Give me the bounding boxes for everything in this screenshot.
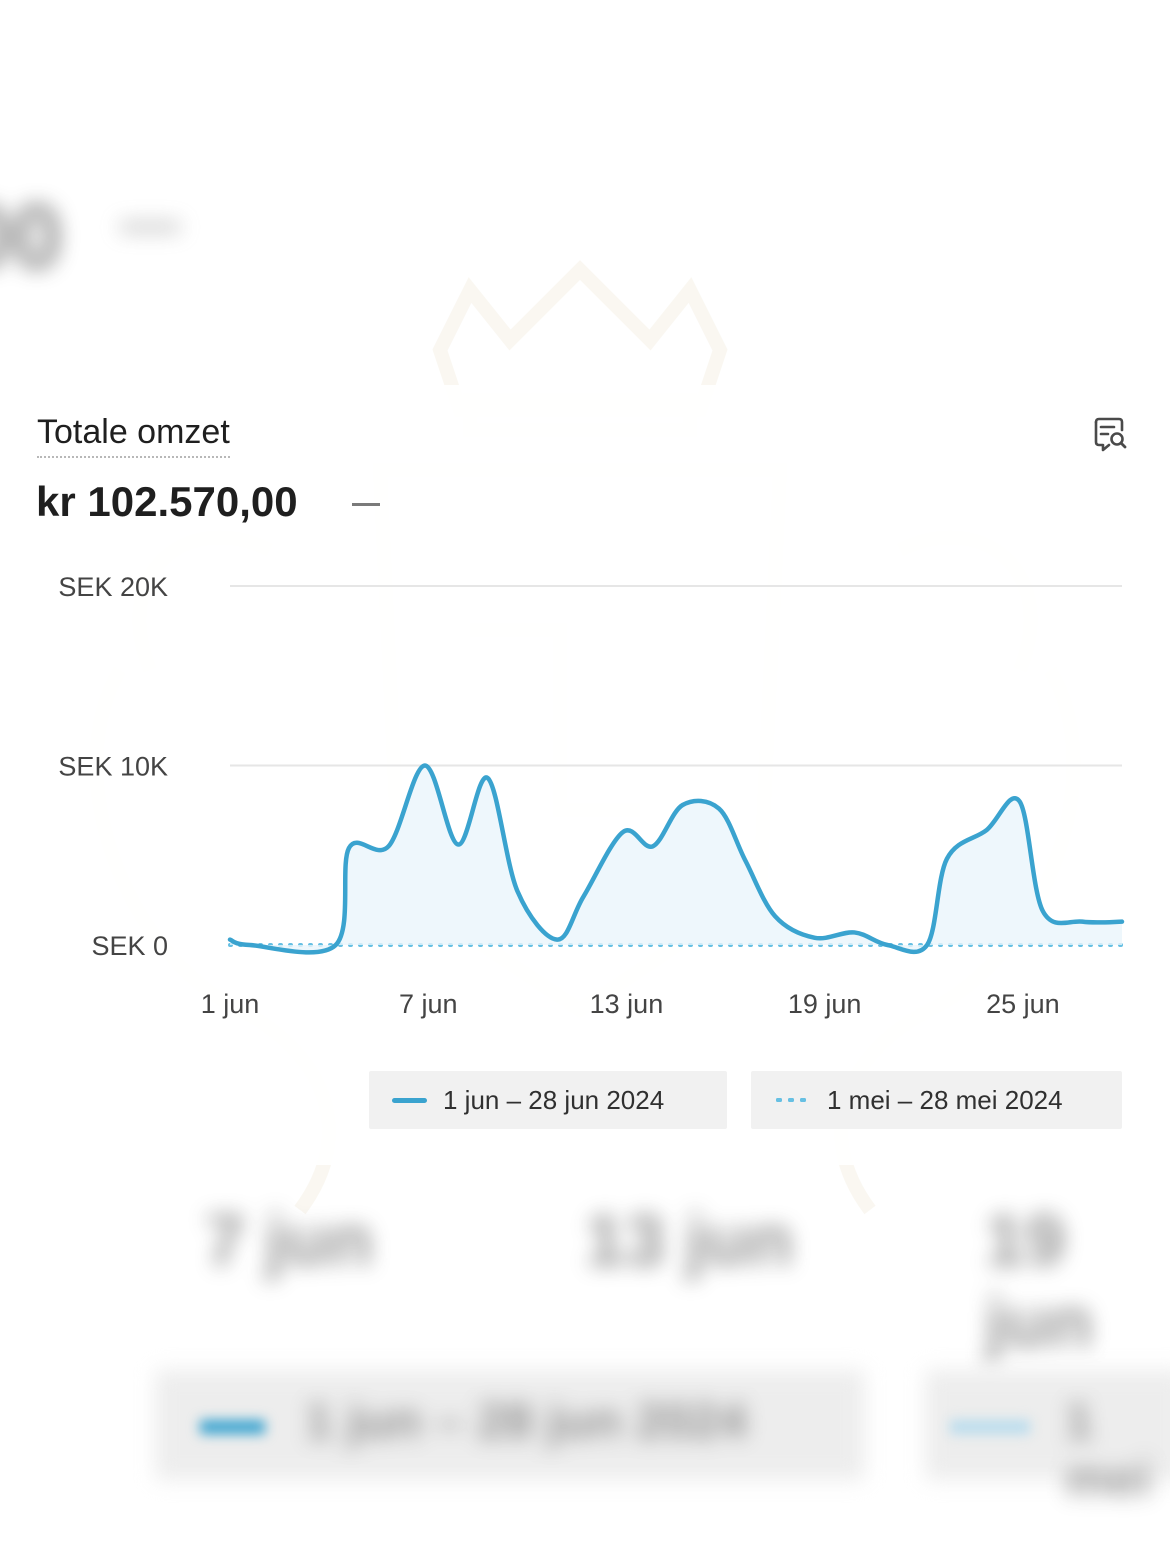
background-amount: 00 xyxy=(0,186,63,288)
x-tick-label: 1 jun xyxy=(201,989,260,1019)
legend-dotted-line-icon xyxy=(773,1098,809,1102)
change-indicator-dash xyxy=(352,503,380,506)
background-x-label: 19 jun xyxy=(985,1201,1093,1363)
explore-data-icon xyxy=(1094,417,1127,452)
background-dash xyxy=(120,222,180,232)
total-amount: kr 102.570,00 xyxy=(36,478,298,525)
legend-current-period[interactable]: 1 jun – 28 jun 2024 xyxy=(369,1071,727,1129)
x-tick-label: 25 jun xyxy=(986,989,1060,1019)
background-legend-swatch xyxy=(200,1420,265,1434)
legend-label-previous: 1 mei – 28 mei 2024 xyxy=(827,1084,1063,1115)
y-tick-label: SEK 10K xyxy=(58,752,168,782)
sales-line-chart: SEK 0 SEK 10K SEK 20K 1 jun 7 jun 13 jun 19 ju… xyxy=(58,572,1125,1019)
legend-previous-period[interactable]: 1 mei – 28 mei 2024 xyxy=(751,1071,1122,1129)
background-legend-box xyxy=(155,1370,865,1480)
background-legend-label: 1 jun – 28 jun 2024 xyxy=(305,1393,747,1449)
background-x-label: 7 jun xyxy=(205,1201,374,1281)
y-tick-label: SEK 0 xyxy=(91,931,168,961)
x-tick-label: 7 jun xyxy=(399,989,458,1019)
x-tick-label: 13 jun xyxy=(590,989,664,1019)
y-tick-label: SEK 20K xyxy=(58,572,168,602)
series-current-area xyxy=(230,765,1122,953)
background-legend-label: 1 mei xyxy=(1065,1393,1152,1507)
card-title[interactable]: Totale omzet xyxy=(37,413,230,458)
x-tick-label: 19 jun xyxy=(788,989,862,1019)
series-current-line xyxy=(227,763,1125,955)
background-x-label: 13 jun xyxy=(585,1201,794,1281)
explore-data-button[interactable] xyxy=(1090,414,1130,454)
legend-solid-line-icon xyxy=(392,1097,427,1103)
total-sales-card xyxy=(0,385,1170,1165)
legend-label-current: 1 jun – 28 jun 2024 xyxy=(443,1084,665,1115)
background-legend-swatch xyxy=(950,1420,1030,1434)
